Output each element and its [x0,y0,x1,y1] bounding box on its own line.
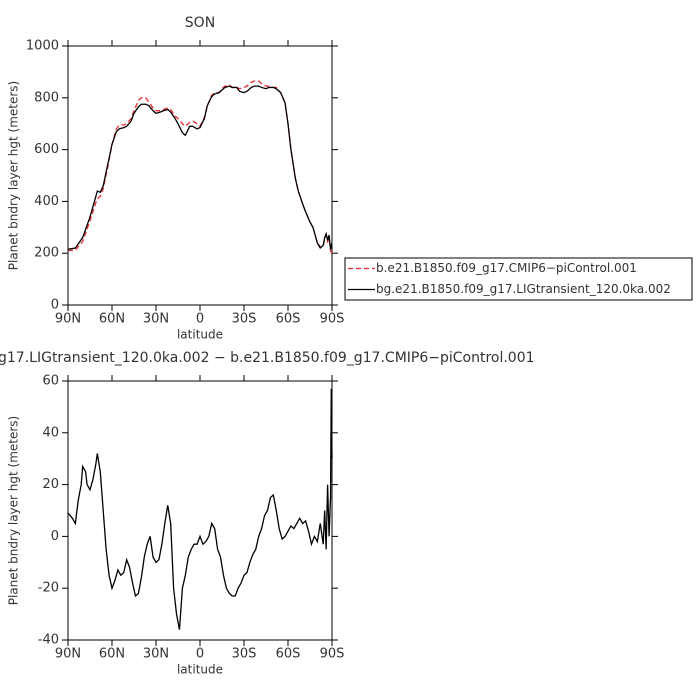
x-tick-label: 30S [232,647,257,662]
x-tick-label: 90S [320,312,345,327]
plot-frame [67,45,333,306]
y-tick-label: -20 [38,581,59,596]
y-tick-label: 1000 [26,39,59,54]
x-tick-label: 0 [196,312,204,327]
x-tick-label: 60S [276,312,301,327]
y-tick-label: 200 [34,246,59,261]
x-tick-label: 90N [55,647,81,662]
series-line [67,85,333,250]
y-axis-label: Planet bndry layer hgt (meters) [7,81,21,271]
x-tick-label: 60N [99,312,125,327]
x-tick-label: 90S [320,647,345,662]
y-tick-label: 20 [42,477,59,492]
y-tick-label: 0 [51,529,59,544]
chart-title: SON [185,15,215,31]
x-tick-label: 60S [276,647,301,662]
y-tick-label: -40 [38,633,59,648]
x-axis-label: latitude [177,663,223,677]
x-axis-label: latitude [177,328,223,342]
legend-label: b.e21.B1850.f09_g17.CMIP6−piControl.001 [376,261,637,275]
y-tick-label: 600 [34,142,59,157]
x-tick-label: 30S [232,312,257,327]
x-tick-label: 60N [99,647,125,662]
legend-label: bg.e21.B1850.f09_g17.LIGtransient_120.0k… [376,282,671,296]
plot-frame [67,380,333,641]
x-tick-label: 30N [143,312,169,327]
y-tick-label: 0 [51,298,59,313]
y-axis-label: Planet bndry layer hgt (meters) [7,416,21,606]
x-tick-label: 30N [143,647,169,662]
chart-title: bg.e21.B1850.f09_g17.LIGtransient_120.0k… [0,350,535,366]
y-tick-label: 800 [34,90,59,105]
series-line [67,388,333,630]
y-tick-label: 60 [42,374,59,389]
legend-box [344,257,693,301]
x-tick-label: 90N [55,312,81,327]
y-tick-label: 40 [42,425,59,440]
y-tick-label: 400 [34,194,59,209]
x-tick-label: 0 [196,647,204,662]
